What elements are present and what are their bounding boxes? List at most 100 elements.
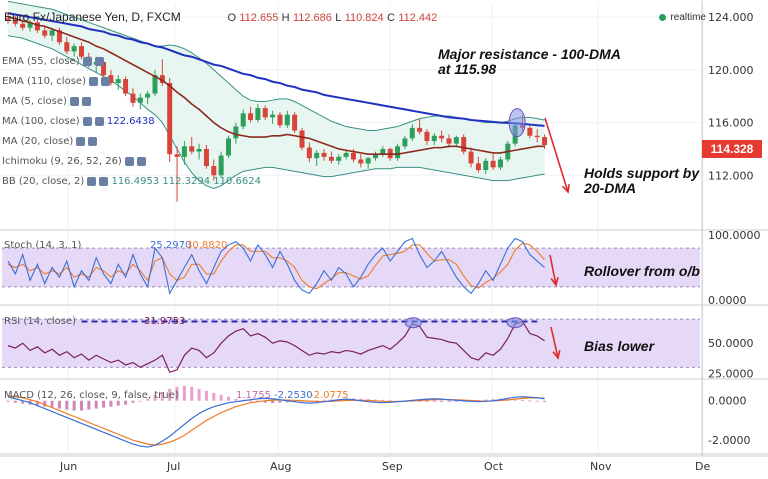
indicator-bb[interactable]: BB (20, close, 2) 116.4953 112.3294 110.… [2, 176, 261, 187]
candle-body [409, 127, 415, 139]
candle-body [27, 22, 33, 28]
settings-icon[interactable] [136, 156, 146, 166]
macd-hist-bar [102, 400, 106, 408]
rsi-band [2, 319, 700, 368]
candle-body [468, 151, 474, 164]
candle-body [174, 154, 180, 157]
candle-body [42, 30, 48, 36]
macd-hist-bar [374, 399, 377, 401]
realtime-dot-icon [659, 13, 667, 21]
eye-icon[interactable] [82, 56, 92, 66]
macd-hist-bar [322, 399, 326, 401]
ma100-value: 122.6438 [106, 116, 155, 127]
candle-body [439, 135, 445, 139]
macd-hist-bar [80, 400, 83, 411]
indicator-ema55[interactable]: EMA (55, close) [2, 56, 104, 67]
macd-hist-bar [204, 390, 208, 401]
time-tick-label: De [695, 460, 710, 473]
macd-hist-bar [72, 400, 76, 411]
stoch-k-value: 25.2970 [150, 240, 191, 251]
low-value: 110.824 [344, 12, 384, 24]
candle-body [189, 146, 195, 152]
macd-hist-bar [543, 400, 547, 402]
macd-hist-bar [447, 400, 451, 402]
macd-tick-label: 0.0000 [708, 395, 747, 408]
eye-icon[interactable] [82, 116, 92, 126]
settings-icon[interactable] [99, 176, 109, 186]
eye-icon[interactable] [69, 96, 79, 106]
macd-hist-bar [94, 400, 98, 409]
candle-body [49, 30, 55, 36]
settings-icon[interactable] [81, 96, 91, 106]
macd-hist-bar [513, 399, 517, 401]
macd-hist-bar [263, 400, 267, 403]
macd-hist-bar [160, 391, 164, 401]
candle-body [101, 61, 107, 76]
last-price-badge: 114.328 [702, 140, 762, 158]
candle-body [152, 75, 158, 94]
macd-hist-bar [234, 398, 238, 401]
macd-hist-bar [35, 400, 39, 406]
candle-body [350, 152, 356, 160]
candle-body [79, 46, 84, 57]
candle-body [461, 137, 467, 152]
time-tick-label: Nov [590, 460, 612, 473]
candle-body [159, 75, 165, 84]
eye-icon[interactable] [88, 76, 98, 86]
stoch-tick-label: 100.0000 [708, 229, 761, 242]
macd-hist-bar [440, 400, 444, 402]
candle-body [417, 127, 423, 132]
eye-icon[interactable] [124, 156, 134, 166]
indicator-ma20[interactable]: MA (20, close) [2, 136, 98, 147]
settings-icon[interactable] [94, 116, 104, 126]
stoch-d-value: 30.8820 [186, 240, 227, 251]
indicator-ichimoku[interactable]: Ichimoku (9, 26, 52, 26) [2, 156, 146, 167]
candle-body [395, 146, 401, 159]
candle-body [446, 138, 452, 144]
candle-body [431, 135, 437, 142]
settings-icon[interactable] [94, 56, 104, 66]
settings-icon[interactable] [100, 76, 110, 86]
candle-body [358, 159, 364, 164]
macd-hist-bar [146, 398, 150, 401]
symbol-title[interactable]: Euro Fx/Japanese Yen, D, FXCM [4, 10, 181, 24]
macd-hist-bar [432, 400, 436, 402]
candle-body [321, 152, 327, 157]
eye-icon[interactable] [76, 136, 86, 146]
macd-hist-bar [87, 400, 91, 410]
macd-hist-bar [528, 400, 532, 402]
candle-body [314, 152, 320, 159]
eye-icon[interactable] [87, 176, 97, 186]
candle-body [306, 147, 312, 159]
candle-body [56, 30, 62, 43]
candle-body [497, 159, 503, 168]
settings-icon[interactable] [88, 136, 98, 146]
macd-hist-bar [43, 400, 47, 407]
macd-hist-bar [271, 400, 275, 404]
bb-fill [8, 1, 545, 189]
realtime-status: realtime [659, 12, 706, 23]
candle-body [328, 156, 334, 161]
stoch-k-line [7, 237, 545, 295]
indicator-ma100[interactable]: MA (100, close) 122.6438 [2, 116, 155, 127]
candle-body [380, 148, 386, 155]
indicator-ema110[interactable]: EMA (110, close) [2, 76, 110, 87]
candle-body [336, 156, 342, 161]
candle-body [542, 137, 548, 145]
rsi-value: 31.9753 [144, 316, 185, 327]
macd-hist-bar [484, 399, 488, 401]
stoch-d-line [7, 242, 545, 290]
time-tick-label: Jul [166, 460, 180, 473]
low-label: L [335, 12, 342, 24]
price-tick-label: 112.000 [708, 169, 754, 182]
macd-hist-bar [65, 400, 69, 410]
rsi-arrow-shaft [550, 326, 559, 359]
candle-body [255, 108, 261, 120]
rsi-tick-label: 25.0000 [708, 367, 754, 380]
macd-hist-bar [212, 392, 216, 401]
price-arrow-shaft [544, 117, 569, 193]
macd-hist-bar [13, 400, 17, 403]
indicator-ma5[interactable]: MA (5, close) [2, 96, 91, 107]
macd-hist-bar [168, 388, 172, 401]
